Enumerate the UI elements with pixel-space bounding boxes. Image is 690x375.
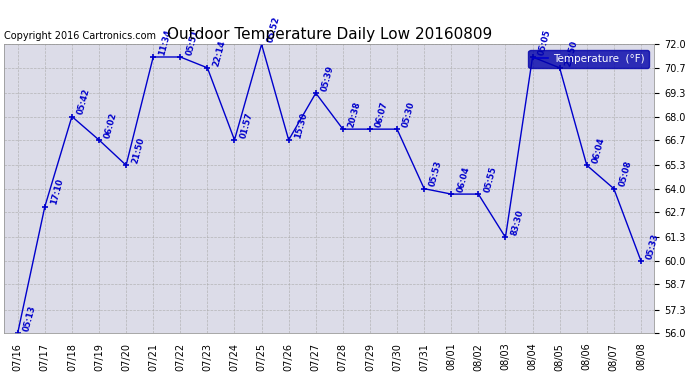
Text: 05:55: 05:55 [482,165,498,193]
Text: 05:05: 05:05 [537,28,552,56]
Text: 05:39: 05:39 [320,64,335,92]
Text: 83:30: 83:30 [510,209,525,237]
Text: 17:10: 17:10 [49,178,65,206]
Text: 06:04: 06:04 [591,136,607,165]
Text: 15:30: 15:30 [293,111,308,139]
Text: 05:30: 05:30 [401,100,417,128]
Text: 11:34: 11:34 [157,28,173,56]
Legend: Temperature  (°F): Temperature (°F) [529,50,649,68]
Text: Copyright 2016 Cartronics.com: Copyright 2016 Cartronics.com [4,32,156,42]
Text: 06:04: 06:04 [455,165,471,193]
Text: 05:52: 05:52 [266,15,282,44]
Text: 23:50: 23:50 [564,39,580,67]
Text: 05:33: 05:33 [645,232,660,260]
Text: 05:13: 05:13 [22,304,37,332]
Text: 05:53: 05:53 [428,160,444,188]
Text: 05:42: 05:42 [76,88,92,116]
Text: 01:57: 01:57 [239,111,254,139]
Text: 05:08: 05:08 [618,160,633,188]
Title: Outdoor Temperature Daily Low 20160809: Outdoor Temperature Daily Low 20160809 [167,27,492,42]
Text: 20:38: 20:38 [347,100,362,128]
Text: 05:51: 05:51 [184,28,200,56]
Text: 22:14: 22:14 [212,39,227,67]
Text: 06:07: 06:07 [374,100,390,128]
Text: 06:02: 06:02 [104,111,119,139]
Text: 21:50: 21:50 [130,136,146,165]
